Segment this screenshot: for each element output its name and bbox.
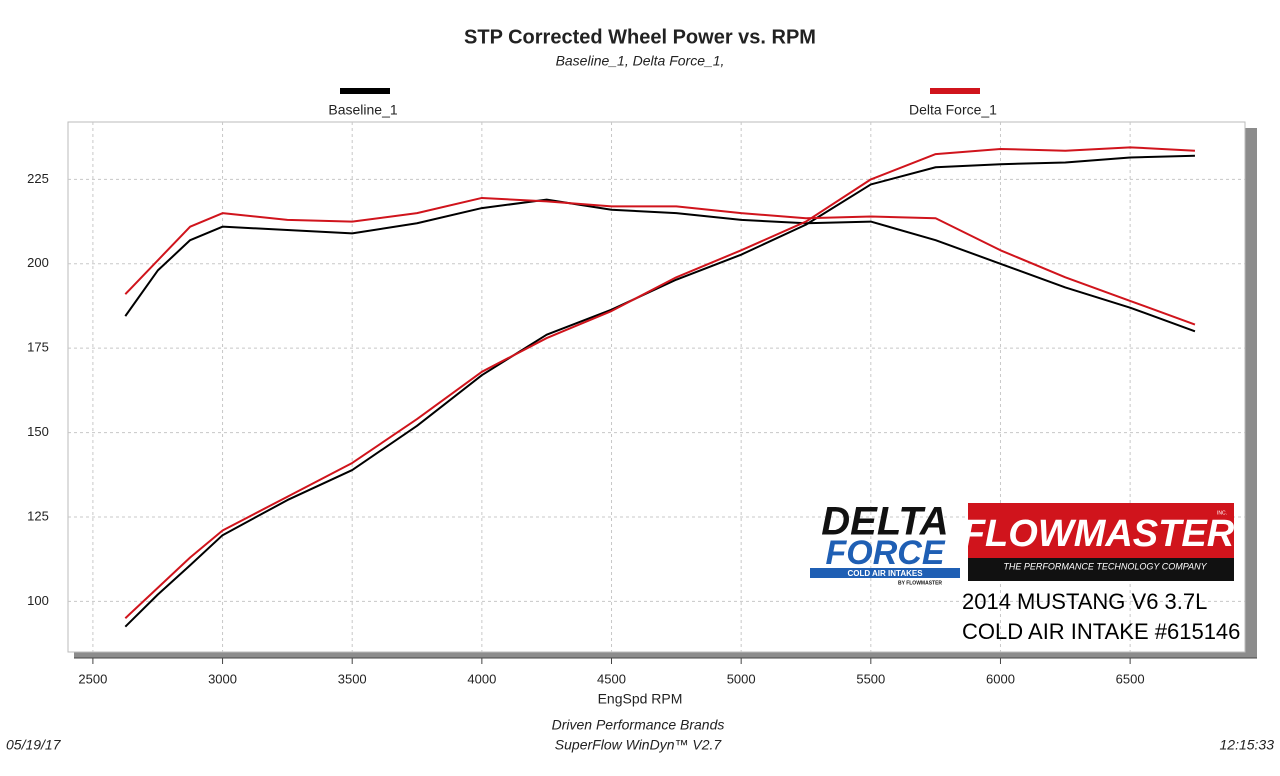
y-tick-label: 100 xyxy=(27,593,49,608)
x-tick-label: 2500 xyxy=(78,671,107,686)
series-line xyxy=(124,146,1196,619)
series-line xyxy=(124,196,1196,326)
subtitle: Baseline_1, Delta Force_1, xyxy=(556,53,725,69)
x-tick-label: 3500 xyxy=(338,671,367,686)
logo-text: DELTA xyxy=(821,500,948,544)
series-line xyxy=(124,154,1195,628)
logo-text: BY FLOWMASTER xyxy=(898,580,942,586)
annotation: COLD AIR INTAKE #615146 xyxy=(962,619,1240,644)
legend-label: Delta Force_1 xyxy=(909,102,997,118)
logo-text: FORCE xyxy=(826,534,946,572)
series-line xyxy=(124,198,1196,333)
logo-text: COLD AIR INTAKES xyxy=(847,569,923,578)
date: 05/19/17 xyxy=(6,737,62,753)
y-tick-label: 200 xyxy=(27,255,49,270)
x-tick-label: 4000 xyxy=(467,671,496,686)
delta-force-logo: DELTA FORCE COLD AIR INTAKES BY FLOWMAST… xyxy=(810,500,960,586)
y-tick-label: 175 xyxy=(27,340,49,355)
logo-band xyxy=(968,558,1234,581)
y-tick-label: 150 xyxy=(27,424,49,439)
x-tick-label: 5000 xyxy=(727,671,756,686)
x-tick-label: 3000 xyxy=(208,671,237,686)
annotation: 2014 MUSTANG V6 3.7L xyxy=(962,589,1207,614)
x-tick-label: 6500 xyxy=(1116,671,1145,686)
y-tick-label: 125 xyxy=(27,508,49,523)
logo-text: INC. xyxy=(1217,510,1227,516)
x-axis-label: EngSpd RPM xyxy=(598,691,683,707)
logo-text: FLOWMASTER xyxy=(962,513,1235,555)
flowmaster-logo: FLOWMASTER INC. THE PERFORMANCE TECHNOLO… xyxy=(962,503,1235,581)
logo-band xyxy=(810,568,960,578)
x-tick-label: 6000 xyxy=(986,671,1015,686)
time: 12:15:33 xyxy=(1220,737,1275,753)
footer: SuperFlow WinDyn™ V2.7 xyxy=(555,737,723,753)
legend-label: Baseline_1 xyxy=(328,102,397,118)
footer: Driven Performance Brands xyxy=(552,717,725,733)
logo-text: THE PERFORMANCE TECHNOLOGY COMPANY xyxy=(1003,561,1207,571)
x-tick-label: 4500 xyxy=(597,671,626,686)
x-tick-label: 5500 xyxy=(856,671,885,686)
y-tick-label: 225 xyxy=(27,171,49,186)
chart-title: STP Corrected Wheel Power vs. RPM xyxy=(464,26,816,48)
